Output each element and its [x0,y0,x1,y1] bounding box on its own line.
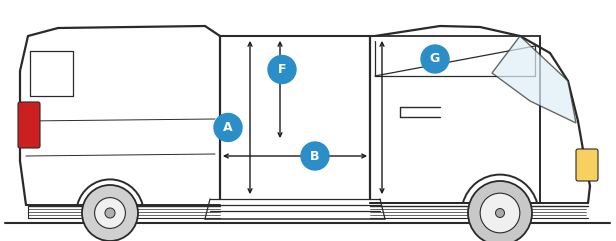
Circle shape [421,45,449,73]
Circle shape [82,185,138,241]
FancyBboxPatch shape [18,102,40,148]
Circle shape [301,142,329,170]
Text: A: A [223,121,233,134]
Text: G: G [430,53,440,66]
FancyBboxPatch shape [576,149,598,181]
Circle shape [214,114,242,141]
Polygon shape [492,36,576,123]
Circle shape [105,208,115,218]
Circle shape [480,193,520,233]
Circle shape [468,181,532,241]
Circle shape [95,198,126,228]
Circle shape [268,55,296,83]
Text: B: B [310,149,320,162]
Circle shape [495,208,505,217]
Text: F: F [278,63,286,76]
